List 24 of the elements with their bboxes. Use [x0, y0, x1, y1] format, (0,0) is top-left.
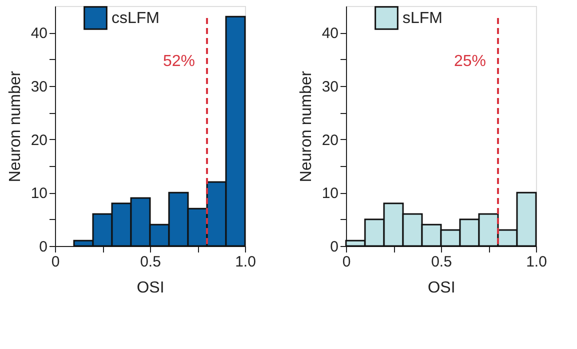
y-tick-label: 30: [322, 78, 338, 96]
y-tick-label: 0: [39, 238, 48, 256]
x-tick-label: 0: [342, 254, 351, 270]
x-axis-title: OSI: [136, 280, 164, 296]
x-axis-title: OSI: [428, 280, 456, 296]
annotation: 52%: [162, 53, 195, 70]
y-axis-title: Neuron number: [298, 70, 315, 182]
y-tick-label: 40: [322, 25, 338, 42]
y-tick-label: 20: [322, 132, 338, 149]
y-tick-label: 20: [30, 132, 48, 149]
legend-label: sLFM: [402, 10, 442, 27]
x-tick-label: 0.5: [140, 254, 161, 270]
y-tick-label: 0: [330, 238, 338, 256]
legend-label: csLFM: [112, 10, 160, 27]
y-axis-title: Neuron number: [6, 70, 24, 182]
x-tick-label: 0.5: [431, 254, 452, 270]
x-tick-label: 0: [51, 254, 60, 270]
x-tick-label: 1.0: [526, 254, 547, 270]
x-tick-label: 1.0: [235, 254, 256, 270]
annotation: 25%: [454, 53, 486, 70]
y-tick-label: 40: [30, 25, 48, 42]
y-tick-label: 30: [30, 78, 48, 96]
y-tick-label: 10: [30, 185, 48, 202]
y-tick-label: 10: [322, 185, 338, 202]
